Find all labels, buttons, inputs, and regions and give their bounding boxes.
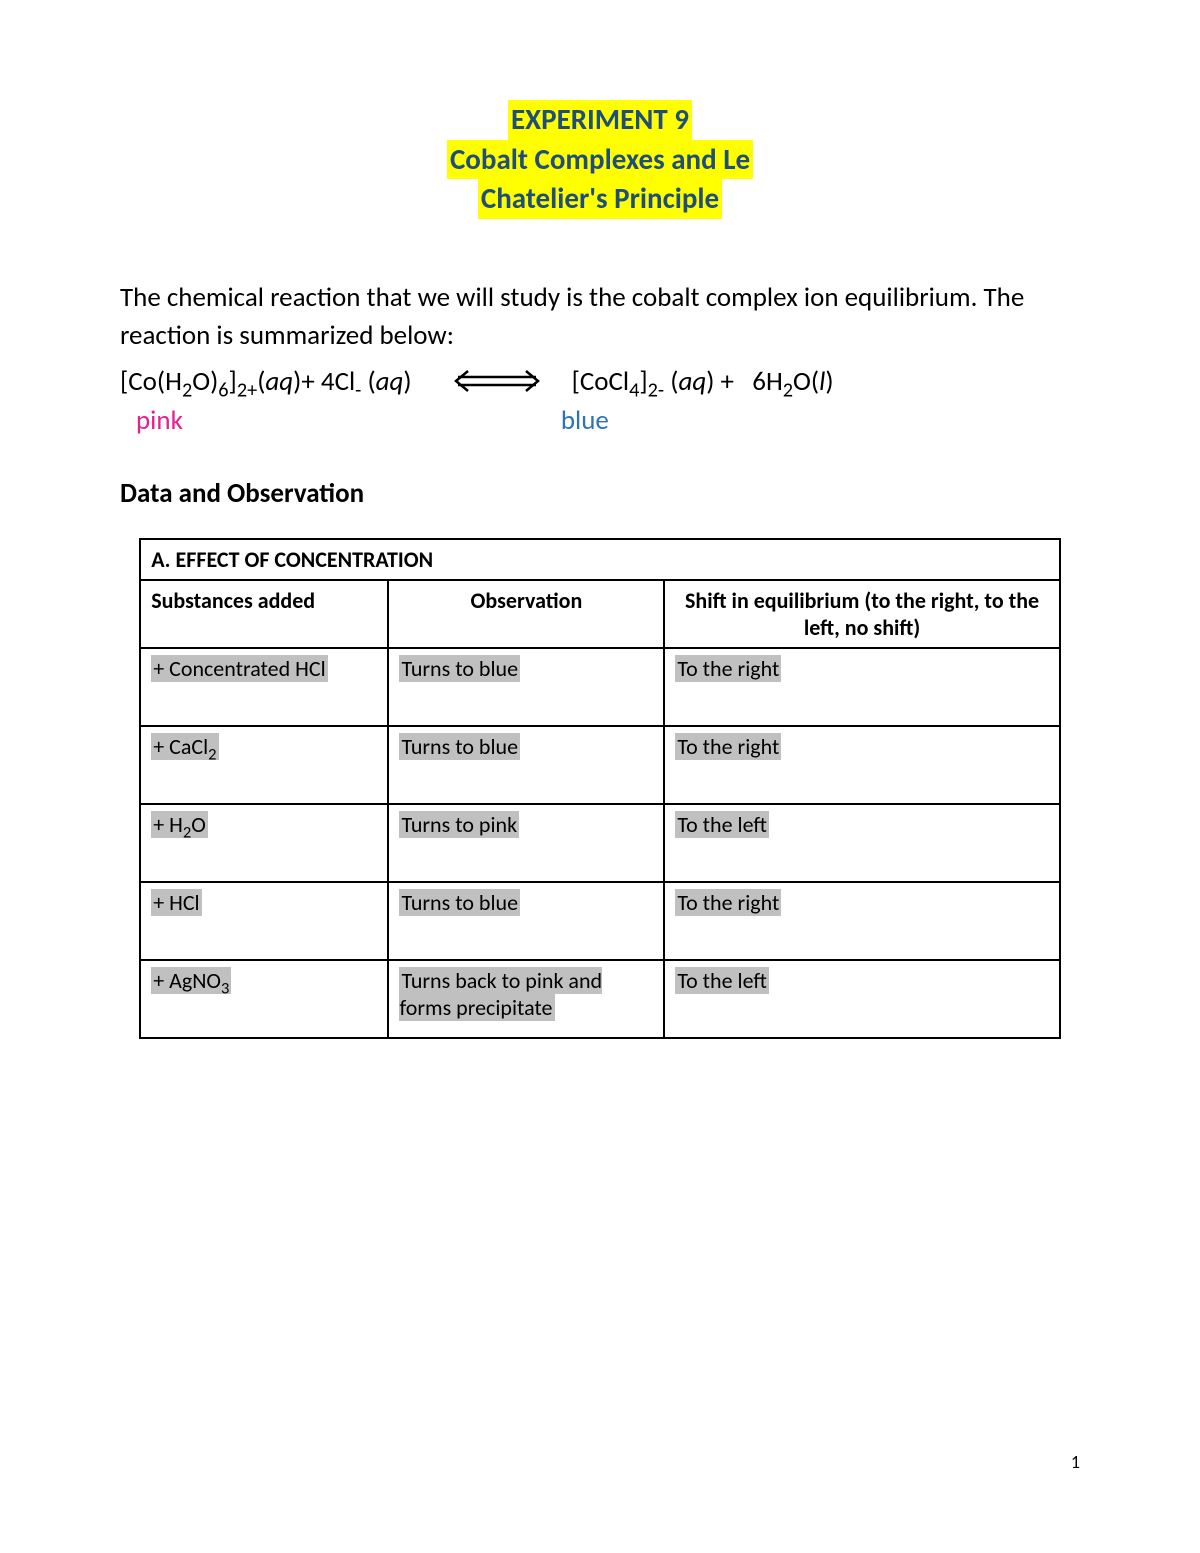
title-block: EXPERIMENT 9 Cobalt Complexes and Le Cha… [120,100,1080,219]
observation-cell: Turns to pink [388,804,664,882]
document-page: EXPERIMENT 9 Cobalt Complexes and Le Cha… [0,0,1200,1099]
shift-cell: To the left [664,960,1059,1038]
shift-cell: To the right [664,648,1059,726]
substance-cell: + HCl [140,882,388,960]
col-observation: Observation [388,580,664,648]
observation-table: A. EFFECT OF CONCENTRATION Substances ad… [139,538,1061,1039]
title-line-3: Chatelier's Principle [478,179,722,219]
observation-cell: Turns back to pink and forms precipitate [388,960,664,1038]
equilibrium-arrow-icon [452,367,542,400]
intro-paragraph: The chemical reaction that we will study… [120,279,1080,355]
substance-cell: + CaCl2 [140,726,388,804]
page-number: 1 [1071,1451,1080,1473]
observation-cell: Turns to blue [388,726,664,804]
pink-label: pink [136,404,183,437]
table-row: + CaCl2Turns to blueTo the right [140,726,1060,804]
equation-left: [Co(H2O)6]2+(aq)+ 4Cl- (aq) [120,365,412,402]
color-labels: pink blue [120,404,1080,437]
blue-label: blue [561,404,609,437]
observation-cell: Turns to blue [388,648,664,726]
table-row: + HClTurns to blueTo the right [140,882,1060,960]
observation-cell: Turns to blue [388,882,664,960]
equation-right: [CoCl4]2- (aq) + 6H2O(l) [572,365,834,402]
title-line-2: Cobalt Complexes and Le [447,140,753,180]
table-row: + H2OTurns to pinkTo the left [140,804,1060,882]
shift-cell: To the left [664,804,1059,882]
title-line-1: EXPERIMENT 9 [508,100,692,140]
equation: [Co(H2O)6]2+(aq)+ 4Cl- (aq) [CoCl4]2- (a… [120,365,1080,402]
table-header-row: Substances added Observation Shift in eq… [140,580,1060,648]
col-shift: Shift in equilibrium (to the right, to t… [664,580,1059,648]
substance-cell: + AgNO3 [140,960,388,1038]
table-row: + AgNO3Turns back to pink and forms prec… [140,960,1060,1038]
substance-cell: + H2O [140,804,388,882]
shift-cell: To the right [664,882,1059,960]
table-title: A. EFFECT OF CONCENTRATION [140,539,1060,580]
shift-cell: To the right [664,726,1059,804]
substance-cell: + Concentrated HCl [140,648,388,726]
section-heading: Data and Observation [120,477,1080,510]
table-row: + Concentrated HClTurns to blueTo the ri… [140,648,1060,726]
col-substances: Substances added [140,580,388,648]
